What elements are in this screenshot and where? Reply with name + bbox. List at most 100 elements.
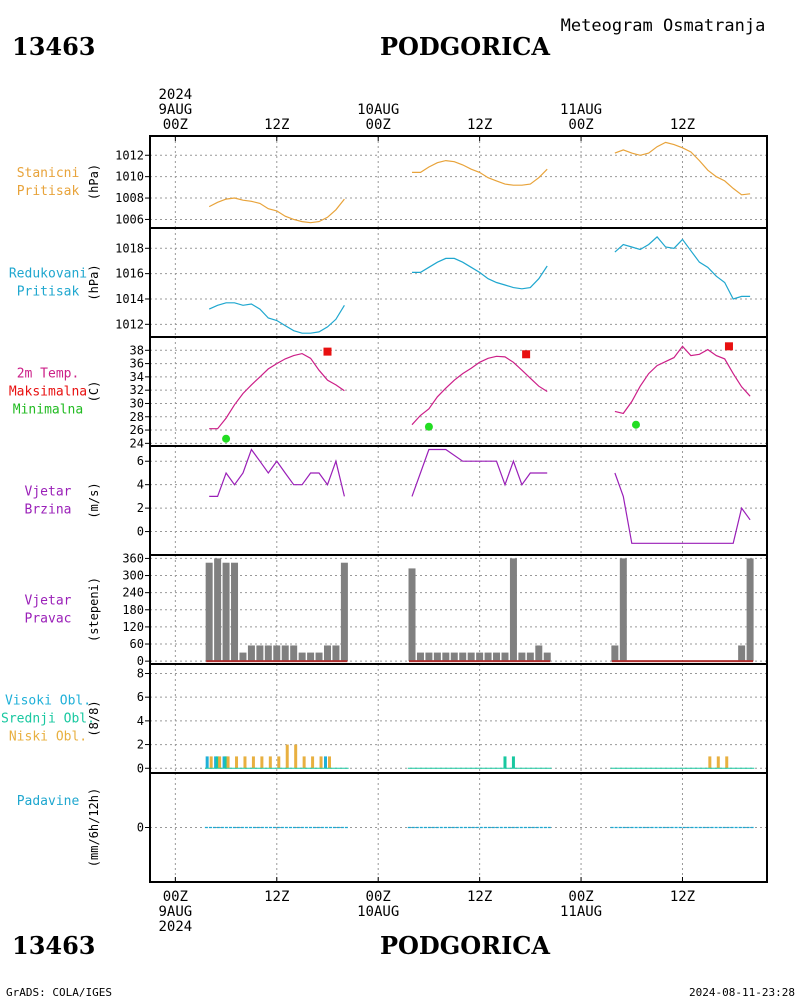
panels: 1006 1008 1010 1012 (hPa) Stanicni Pritisak 101… [1, 135, 768, 883]
cloud-low-bar [260, 756, 264, 769]
wind-direction-bar [239, 652, 247, 662]
cloud-low-bar [725, 756, 729, 769]
station-id-bottom: 13463 [12, 931, 96, 960]
panel-label: Brzina [25, 503, 72, 518]
cloud-low-bar [327, 756, 331, 769]
y-tick-label: 0 [137, 821, 144, 835]
cloud-low-bar [708, 756, 712, 769]
y-tick-label: 6 [137, 690, 144, 704]
wind-direction-bar [222, 562, 230, 662]
panel-wind_speed: 0 2 4 6 (m/s) Vjetar Brzina [25, 445, 768, 556]
cloud-low-bar [277, 756, 281, 769]
wind-direction-bar [214, 558, 222, 662]
y-tick-label: 8 [137, 666, 144, 680]
panel-frame [149, 336, 768, 447]
y-tick-label: 1018 [115, 241, 144, 255]
time-label-top: 10AUG [357, 102, 399, 118]
series-line [412, 257, 548, 290]
y-tick-label: 1010 [115, 170, 144, 184]
series-line [614, 141, 751, 196]
time-label-bottom: 12Z [670, 889, 695, 905]
y-tick-label: 4 [137, 714, 144, 728]
y-axis-label: (stepeni) [87, 577, 101, 642]
tmax-marker [522, 350, 531, 359]
tmax-marker [724, 342, 733, 351]
panel-reduced_pressure: 1012 1014 1016 1018 (hPa)Redukovani Pritisak [9, 227, 768, 338]
time-label-bottom: 00Z [366, 889, 391, 905]
y-tick-label: 1008 [115, 191, 144, 205]
wind-direction-bar [543, 652, 551, 662]
series-line [411, 448, 548, 497]
time-label-top: 12Z [670, 117, 695, 133]
panel-frame [149, 445, 768, 556]
panel-frame [149, 554, 768, 665]
y-tick-label: 1006 [115, 212, 144, 226]
wind-direction-bar [425, 652, 433, 662]
wind-direction-bar [746, 558, 754, 662]
cloud-low-bar [716, 756, 720, 769]
panel-label: Pritisak [17, 184, 80, 199]
y-tick-label: 240 [122, 586, 144, 600]
y-axis-label: (C) [87, 381, 101, 403]
panel-label: Srednji Obl. [1, 712, 95, 727]
cloud-high-bar [323, 756, 327, 769]
time-label-top: 11AUG [560, 102, 602, 118]
time-label-bottom: 12Z [467, 889, 492, 905]
wind-direction-bar [459, 652, 467, 662]
station-name-bottom: PODGORICA [380, 931, 550, 960]
time-label-bottom: 10AUG [357, 904, 399, 920]
panel-frame [149, 772, 768, 883]
wind-direction-bar [509, 558, 517, 662]
series-line [209, 352, 345, 430]
panel-label: Redukovani [9, 267, 87, 282]
y-tick-label: 360 [122, 551, 144, 565]
cloud-mid-bar [216, 756, 220, 769]
time-label-bottom: 00Z [568, 889, 593, 905]
cloud-low-bar [302, 756, 306, 769]
product-title: Meteogram Osmatranja [561, 16, 766, 36]
cloud-low-bar [243, 756, 247, 769]
cloud-low-bar [218, 756, 222, 769]
cloud-mid-bar [224, 756, 228, 769]
y-tick-label: 180 [122, 603, 144, 617]
series-line [209, 448, 345, 497]
wind-direction-bar [526, 652, 534, 662]
wind-direction-bar [340, 562, 348, 662]
y-tick-label: 32 [130, 383, 144, 397]
y-tick-label: 300 [122, 569, 144, 583]
cloud-low-bar [235, 756, 239, 769]
time-label-bottom: 00Z [163, 889, 188, 905]
time-label-top: 9AUG [158, 102, 192, 118]
time-label-bottom: 2024 [158, 919, 192, 935]
wind-direction-bar [205, 562, 213, 662]
wind-direction-bar [535, 645, 543, 662]
series-line [614, 472, 751, 544]
cloud-high-bar [214, 756, 218, 769]
y-tick-label: 6 [137, 454, 144, 468]
cloud-mid-bar [511, 756, 515, 769]
y-axis-label: (hPa) [87, 164, 101, 200]
y-tick-label: 2 [137, 738, 144, 752]
wind-direction-bar [467, 652, 475, 662]
time-label-top: 00Z [366, 117, 391, 133]
cloud-low-bar [311, 756, 315, 769]
wind-direction-bar [493, 652, 501, 662]
y-tick-label: 0 [137, 761, 144, 775]
wind-direction-bar [273, 645, 281, 662]
panel-frame [149, 227, 768, 338]
y-tick-label: 30 [130, 396, 144, 410]
wind-direction-bar [450, 652, 458, 662]
tmax-marker [323, 347, 332, 356]
panel-label: Vjetar [25, 485, 72, 500]
y-tick-label: 24 [130, 436, 144, 450]
panel-label: Stanicni [17, 166, 80, 181]
station-id-top: 13463 [12, 32, 96, 61]
cloud-high-bar [205, 756, 209, 769]
panel-frame [149, 663, 768, 774]
tmin-marker [222, 434, 231, 443]
y-tick-label: 1012 [115, 148, 144, 162]
time-label-bottom: 12Z [264, 889, 289, 905]
